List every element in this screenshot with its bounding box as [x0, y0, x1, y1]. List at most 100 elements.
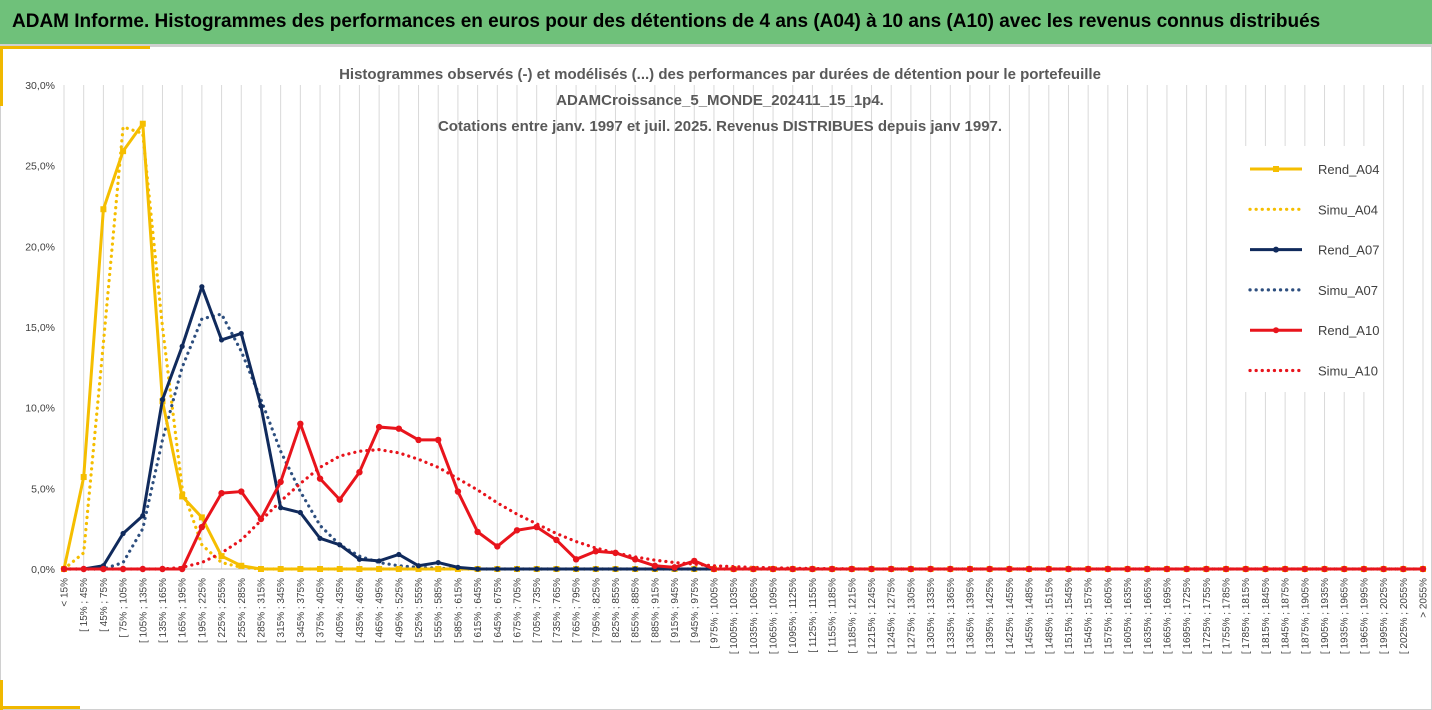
data-point-rend-a04 [435, 566, 442, 572]
data-point-rend-a10 [139, 565, 146, 573]
legend-label: Simu_A10 [1318, 364, 1378, 379]
data-point-rend-a10 [1321, 565, 1328, 573]
data-point-rend-a10 [533, 523, 540, 531]
data-point-rend-a07 [120, 530, 126, 537]
legend-item-simu-a07: Simu_A07 [1248, 283, 1378, 298]
data-point-rend-a10 [612, 549, 619, 557]
x-tick-label: [ 1305% ; 1335% [926, 578, 937, 654]
data-point-rend-a10 [1065, 565, 1072, 573]
data-point-rend-a10 [651, 562, 659, 569]
x-tick-label: [ 1425% ; 1455% [1005, 578, 1016, 654]
x-tick-label: [ 465% ; 495% [375, 578, 386, 643]
data-point-rend-a10 [789, 565, 796, 573]
x-tick-label: [ 15% ; 45% [79, 578, 90, 632]
data-point-rend-a10 [947, 565, 954, 573]
x-tick-label: [ 1695% ; 1725% [1182, 578, 1193, 654]
x-tick-label: [ 105% ; 135% [138, 578, 149, 643]
x-tick-label: [ 285% ; 315% [256, 578, 267, 643]
x-tick-label: [ 1665% ; 1695% [1162, 578, 1173, 654]
y-tick-label: 30,0% [25, 80, 55, 92]
data-point-rend-a10 [1380, 565, 1387, 573]
x-tick-label: [ 1125% ; 1155% [808, 578, 819, 653]
legend-item-rend-a07: Rend_A07 [1250, 243, 1379, 258]
legend-item-simu-a04: Simu_A04 [1248, 202, 1378, 217]
accent-bar-left-top [0, 46, 3, 106]
legend-item-rend-a04: Rend_A04 [1250, 162, 1379, 177]
legend-label: Simu_A04 [1318, 202, 1378, 217]
x-tick-label: [ 975% ; 1005% [709, 578, 720, 649]
x-tick-label: [ 225% ; 255% [217, 578, 228, 643]
data-point-rend-a10 [1163, 565, 1171, 573]
chart-title-line: Histogrammes observés (-) et modélisés (… [339, 66, 1101, 83]
data-point-rend-a07 [691, 566, 697, 572]
x-tick-label: [ 315% ; 345% [276, 578, 287, 643]
data-point-rend-a10 [888, 565, 895, 573]
data-point-rend-a10 [356, 469, 363, 476]
data-point-rend-a10 [297, 420, 304, 427]
x-tick-label: [ 525% ; 555% [414, 578, 425, 643]
data-point-rend-a10 [178, 565, 186, 573]
x-tick-label: [ 1755% ; 1785% [1222, 578, 1233, 654]
legend-marker [1273, 327, 1279, 334]
x-tick-label: [ 1815% ; 1845% [1261, 578, 1272, 654]
data-point-rend-a10 [375, 423, 383, 431]
x-tick-label: [ 1785% ; 1815% [1241, 578, 1252, 654]
x-tick-label: [ 1635% ; 1665% [1143, 578, 1154, 654]
legend-label: Rend_A10 [1318, 323, 1379, 338]
data-point-rend-a10 [691, 557, 698, 565]
data-point-rend-a10 [80, 565, 87, 573]
data-point-rend-a10 [336, 496, 343, 503]
data-point-rend-a04 [120, 148, 127, 155]
data-point-rend-a04 [317, 566, 324, 572]
report-banner: ADAM Informe. Histogrammes des performan… [0, 0, 1432, 46]
data-point-rend-a10 [1045, 565, 1052, 573]
data-point-rend-a04 [80, 474, 87, 481]
data-point-rend-a07 [475, 566, 481, 572]
x-tick-label: [ 1335% ; 1365% [946, 578, 957, 654]
x-tick-label: [ 555% ; 585% [434, 578, 445, 643]
data-point-rend-a10 [1301, 565, 1309, 573]
data-point-rend-a10 [750, 565, 757, 573]
legend-marker [1273, 246, 1279, 253]
data-point-rend-a04 [376, 566, 383, 572]
x-tick-label: [ 1365% ; 1395% [966, 578, 977, 654]
chart-title-line: ADAMCroissance_5_MONDE_202411_15_1p4. [556, 92, 884, 109]
x-tick-label: [ 75% ; 105% [119, 578, 130, 638]
data-point-rend-a07 [573, 566, 579, 572]
series-rend-a10 [60, 420, 1427, 573]
data-point-rend-a04 [218, 553, 225, 560]
x-tick-label: [ 1995% ; 2025% [1379, 578, 1390, 654]
x-tick-label: [ 1185% ; 1215% [847, 578, 858, 654]
x-tick-label: [ 1575% ; 1605% [1103, 578, 1114, 654]
data-point-rend-a04 [356, 566, 363, 572]
data-point-rend-a10 [966, 565, 974, 573]
data-point-rend-a10 [907, 565, 915, 573]
y-tick-label: 25,0% [25, 161, 55, 173]
x-tick-label: [ 675% ; 705% [513, 578, 524, 643]
legend-marker [1273, 166, 1279, 172]
data-point-rend-a07 [415, 563, 422, 569]
chart-title-line: Cotations entre janv. 1997 et juil. 2025… [438, 118, 1002, 135]
accent-bar-bottom [0, 706, 80, 709]
x-tick-label: [ 645% ; 675% [493, 578, 504, 643]
data-point-rend-a10 [1124, 565, 1131, 573]
y-tick-label: 15,0% [25, 322, 55, 334]
legend-label: Rend_A07 [1318, 243, 1379, 258]
data-point-rend-a07 [396, 551, 402, 558]
x-tick-label: [ 1095% ; 1125% [788, 578, 799, 654]
x-tick-label: [ 885% ; 915% [650, 578, 661, 643]
x-tick-label: [ 1245% ; 1275% [887, 578, 898, 654]
data-point-rend-a07 [514, 566, 520, 572]
data-point-rend-a10 [198, 523, 206, 531]
x-tick-label: [ 405% ; 435% [335, 578, 346, 643]
chart-title: Histogrammes observés (-) et modélisés (… [339, 66, 1101, 135]
data-point-rend-a10 [100, 565, 107, 573]
data-point-rend-a10 [730, 565, 737, 573]
x-tick-label: [ 1005% ; 1035% [729, 578, 740, 654]
data-point-rend-a07 [632, 566, 638, 572]
x-tick-label: [ 945% ; 975% [690, 578, 701, 643]
x-tick-label: [ 1545% ; 1575% [1084, 578, 1095, 654]
data-point-rend-a04 [198, 514, 205, 521]
x-tick-label: [ 345% ; 375% [296, 578, 307, 643]
series-rend-a07 [61, 284, 1426, 572]
